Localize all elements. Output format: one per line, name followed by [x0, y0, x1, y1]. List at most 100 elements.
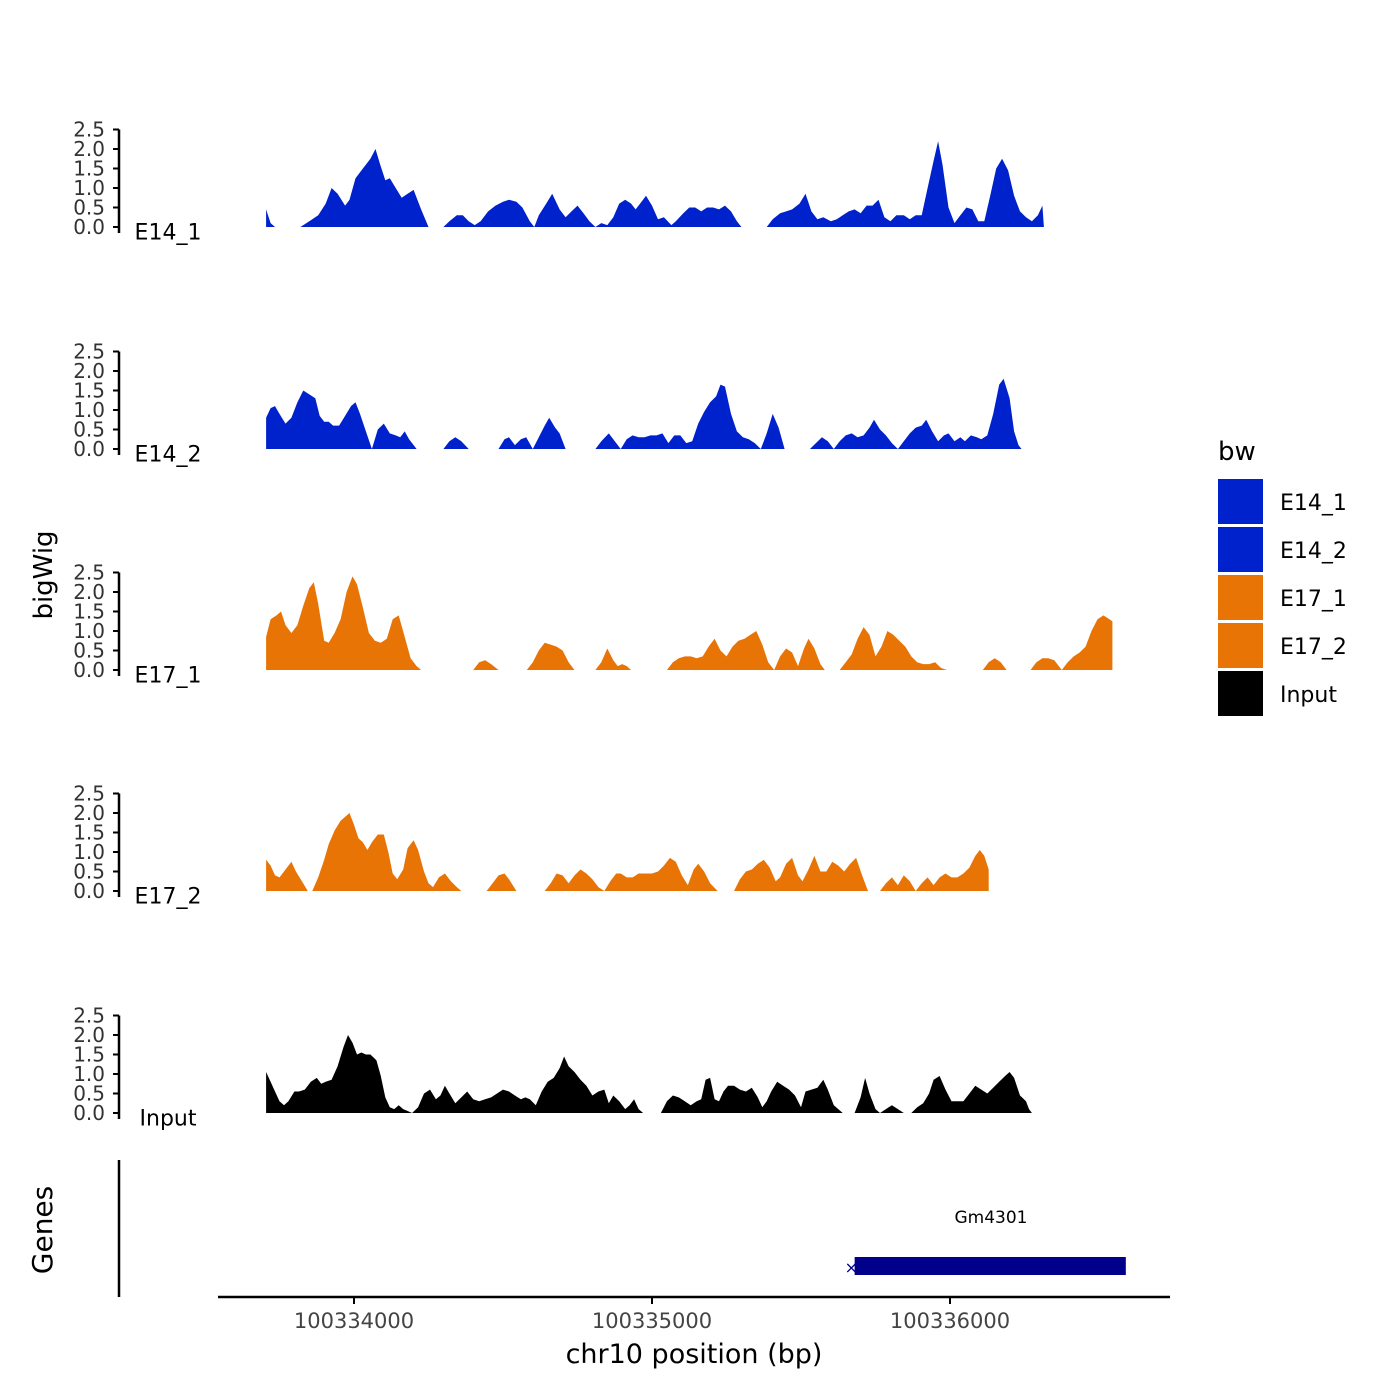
track-panels: 0.00.51.01.52.02.5E14_10.00.51.01.52.02.…	[73, 118, 1113, 1132]
y-tick-label: 0.0	[73, 879, 105, 903]
coverage-area	[443, 437, 469, 449]
legend-swatch	[1218, 623, 1263, 668]
x-tick-label: 100334000	[294, 1309, 414, 1333]
y-tick-label: 2.5	[73, 561, 105, 585]
coverage-area	[300, 149, 429, 227]
coverage-area	[1030, 615, 1113, 670]
y-tick-label: 1.0	[73, 619, 105, 643]
gene-Gm4301: × • Gm4301	[845, 1208, 1126, 1277]
coverage-area	[880, 850, 989, 891]
y-tick-label: 1.0	[73, 840, 105, 864]
legend-swatch	[1218, 575, 1263, 620]
coverage-area	[266, 859, 308, 891]
y-tick-label: 0.0	[73, 215, 105, 239]
coverage-area	[544, 857, 718, 891]
y-tick-label: 1.5	[73, 157, 105, 181]
coverage-area	[982, 658, 1007, 670]
x-tick-label: 100336000	[890, 1309, 1010, 1333]
track-label: E14_2	[135, 443, 202, 468]
track-panel-E17_1: 0.00.51.01.52.02.5 E17_1	[73, 561, 1113, 689]
coverage-area	[266, 390, 417, 449]
coverage-area	[266, 1035, 644, 1113]
coverage-area	[526, 642, 575, 670]
legend-label: E17_2	[1280, 635, 1347, 660]
y-tick-label: 1.5	[73, 600, 105, 624]
y-tick-label: 1.0	[73, 1062, 105, 1086]
legend-item-Input: Input	[1218, 671, 1337, 716]
track-label: E17_2	[135, 885, 202, 910]
x-axis: 100334000 100335000 100336000	[218, 1295, 1170, 1333]
coverage-area	[766, 141, 1044, 227]
y-tick-label: 0.0	[73, 437, 105, 461]
gene-body	[854, 1257, 1126, 1275]
legend-item-E14_2: E14_2	[1218, 527, 1347, 572]
coverage-area	[443, 193, 742, 227]
y-tick-label: 2.0	[73, 801, 105, 825]
legend-item-E17_2: E17_2	[1218, 623, 1347, 668]
coverage-area	[595, 648, 632, 670]
gene-strand-marker: ×	[845, 1258, 858, 1277]
y-tick-label: 2.0	[73, 580, 105, 604]
legend-swatch	[1218, 671, 1263, 716]
track-label: E14_1	[135, 221, 202, 246]
y-tick-label: 0.5	[73, 418, 105, 442]
coverage-area	[854, 1077, 904, 1113]
y-tick-label: 2.5	[73, 782, 105, 806]
y-tick-label: 1.5	[73, 821, 105, 845]
coverage-area	[266, 576, 422, 670]
legend-swatch	[1218, 479, 1263, 524]
track-label: Input	[140, 1107, 197, 1132]
coverage-area	[486, 873, 517, 891]
legend-item-E14_1: E14_1	[1218, 479, 1347, 524]
legend-item-E17_1: E17_1	[1218, 575, 1347, 620]
legend-label: E17_1	[1280, 587, 1347, 612]
coverage-area	[734, 855, 868, 891]
gene-end-marker: •	[1118, 1260, 1126, 1276]
y-tick-label: 2.5	[73, 118, 105, 142]
coverage-area	[839, 627, 947, 670]
x-tick-label: 100335000	[592, 1309, 712, 1333]
coverage-area	[498, 417, 566, 449]
y-tick-label: 0.5	[73, 1082, 105, 1106]
coverage-area	[473, 660, 499, 670]
y-tick-label: 2.5	[73, 340, 105, 364]
coverage-area	[660, 1077, 843, 1113]
y-tick-label: 0.0	[73, 658, 105, 682]
y-tick-label: 0.0	[73, 1101, 105, 1125]
legend-items: E14_1 E14_2 E17_1 E17_2 Input	[1218, 479, 1347, 716]
y-tick-label: 1.5	[73, 1043, 105, 1067]
y-tick-label: 2.0	[73, 1023, 105, 1047]
track-panel-E14_1: 0.00.51.01.52.02.5 E14_1	[73, 118, 1044, 246]
legend: bw E14_1 E14_2 E17_1 E17_2 Input	[1218, 437, 1347, 716]
legend-label: E14_2	[1280, 539, 1347, 564]
y-tick-label: 2.0	[73, 359, 105, 383]
track-label: E17_1	[135, 664, 202, 689]
coverage-area	[595, 384, 785, 449]
coverage-area	[266, 209, 275, 227]
y-tick-label: 0.5	[73, 860, 105, 884]
track-panel-E14_2: 0.00.51.01.52.02.5 E14_2	[73, 340, 1022, 468]
gene-panel: × • Gm4301	[117, 1160, 1126, 1297]
coverage-area	[911, 1072, 1032, 1113]
track-panel-E17_2: 0.00.51.01.52.02.5 E17_2	[73, 782, 989, 910]
coverage-area	[809, 378, 1022, 449]
legend-label: Input	[1280, 683, 1337, 708]
y-tick-label: 2.5	[73, 1004, 105, 1028]
y-tick-label: 1.0	[73, 176, 105, 200]
track-panel-Input: 0.00.51.01.52.02.5 Input	[73, 1004, 1032, 1132]
legend-swatch	[1218, 527, 1263, 572]
y-tick-label: 0.5	[73, 639, 105, 663]
y-tick-label: 1.0	[73, 398, 105, 422]
legend-title: bw	[1218, 437, 1256, 467]
coverage-area	[312, 813, 462, 891]
coverage-area	[666, 631, 825, 670]
y-tick-label: 0.5	[73, 196, 105, 220]
y-tick-label: 2.0	[73, 137, 105, 161]
y-tick-label: 1.5	[73, 379, 105, 403]
genes-axis-label: Genes	[26, 1186, 59, 1274]
gene-label: Gm4301	[955, 1208, 1028, 1228]
x-axis-label: chr10 position (bp)	[566, 1339, 823, 1370]
legend-label: E14_1	[1280, 491, 1347, 516]
y-axis-label: bigWig	[29, 530, 59, 619]
